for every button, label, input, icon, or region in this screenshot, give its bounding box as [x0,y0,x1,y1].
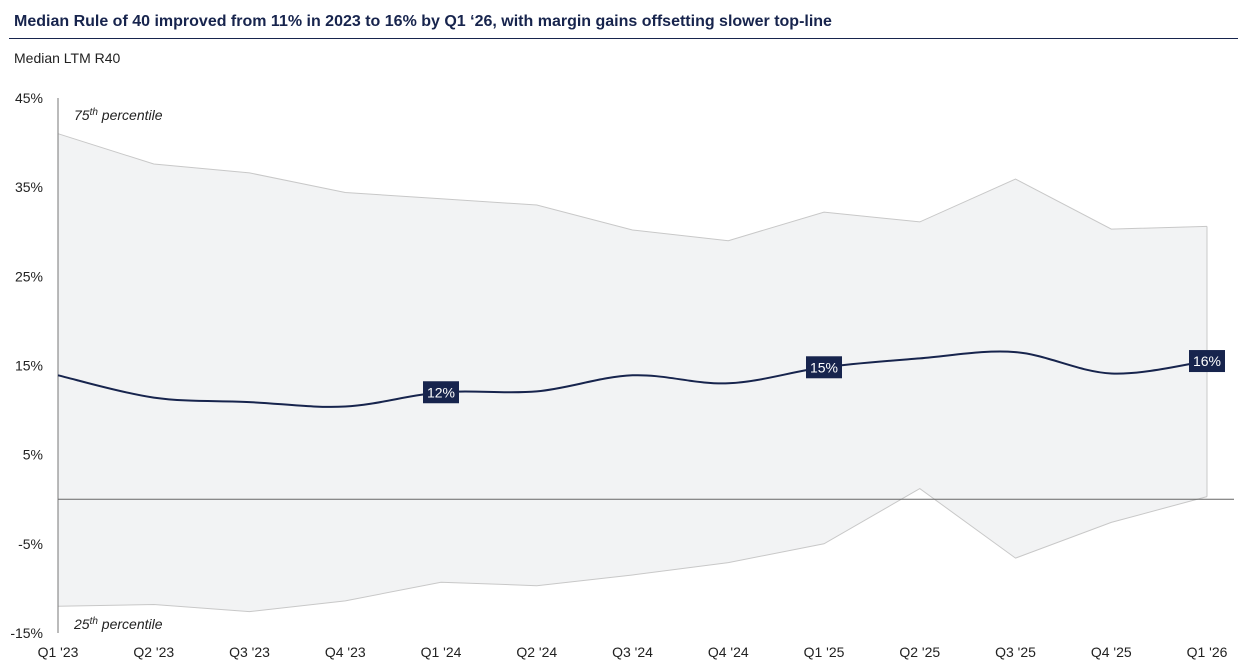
data-label: 12% [423,381,459,404]
y-tick-label: 35% [15,179,43,195]
x-tick-label: Q2 '23 [133,644,174,660]
x-tick-label: Q3 '25 [995,644,1036,660]
x-tick-label: Q1 '24 [421,644,462,660]
lower-percentile-label: 25th percentile [73,616,163,632]
x-tick-label: Q4 '23 [325,644,366,660]
x-tick-label: Q2 '24 [516,644,557,660]
upper-percentile-line [57,133,1208,242]
x-tick-label: Q4 '24 [708,644,749,660]
chart-title: Median Rule of 40 improved from 11% in 2… [14,13,832,30]
data-label-text: 16% [1193,353,1221,369]
data-label: 15% [806,356,842,379]
data-label: 16% [1189,350,1225,373]
data-label-text: 15% [810,359,838,375]
y-tick-label: 5% [23,447,43,463]
y-tick-label: 25% [15,268,43,284]
data-label-box [1189,350,1225,373]
chart-subtitle: Median LTM R40 [14,50,121,66]
upper-percentile-label: 75th percentile [74,107,163,123]
x-tick-label: Q3 '24 [612,644,653,660]
percentile-band [58,133,1207,612]
y-tick-label: -15% [10,625,43,641]
x-tick-label: Q4 '25 [1091,644,1132,660]
x-tick-label: Q2 '25 [899,644,940,660]
y-tick-label: 45% [15,90,43,106]
title-divider [9,38,1238,39]
lower-percentile-line [57,488,1208,613]
x-tick-label: Q1 '25 [804,644,845,660]
y-tick-label: 15% [15,358,43,374]
data-label-box [806,356,842,379]
data-label-box [423,381,459,404]
y-tick-label: -5% [18,536,43,552]
x-tick-label: Q1 '26 [1187,644,1228,660]
x-tick-label: Q3 '23 [229,644,270,660]
data-label-text: 12% [427,384,455,400]
x-tick-label: Q1 '23 [38,644,79,660]
